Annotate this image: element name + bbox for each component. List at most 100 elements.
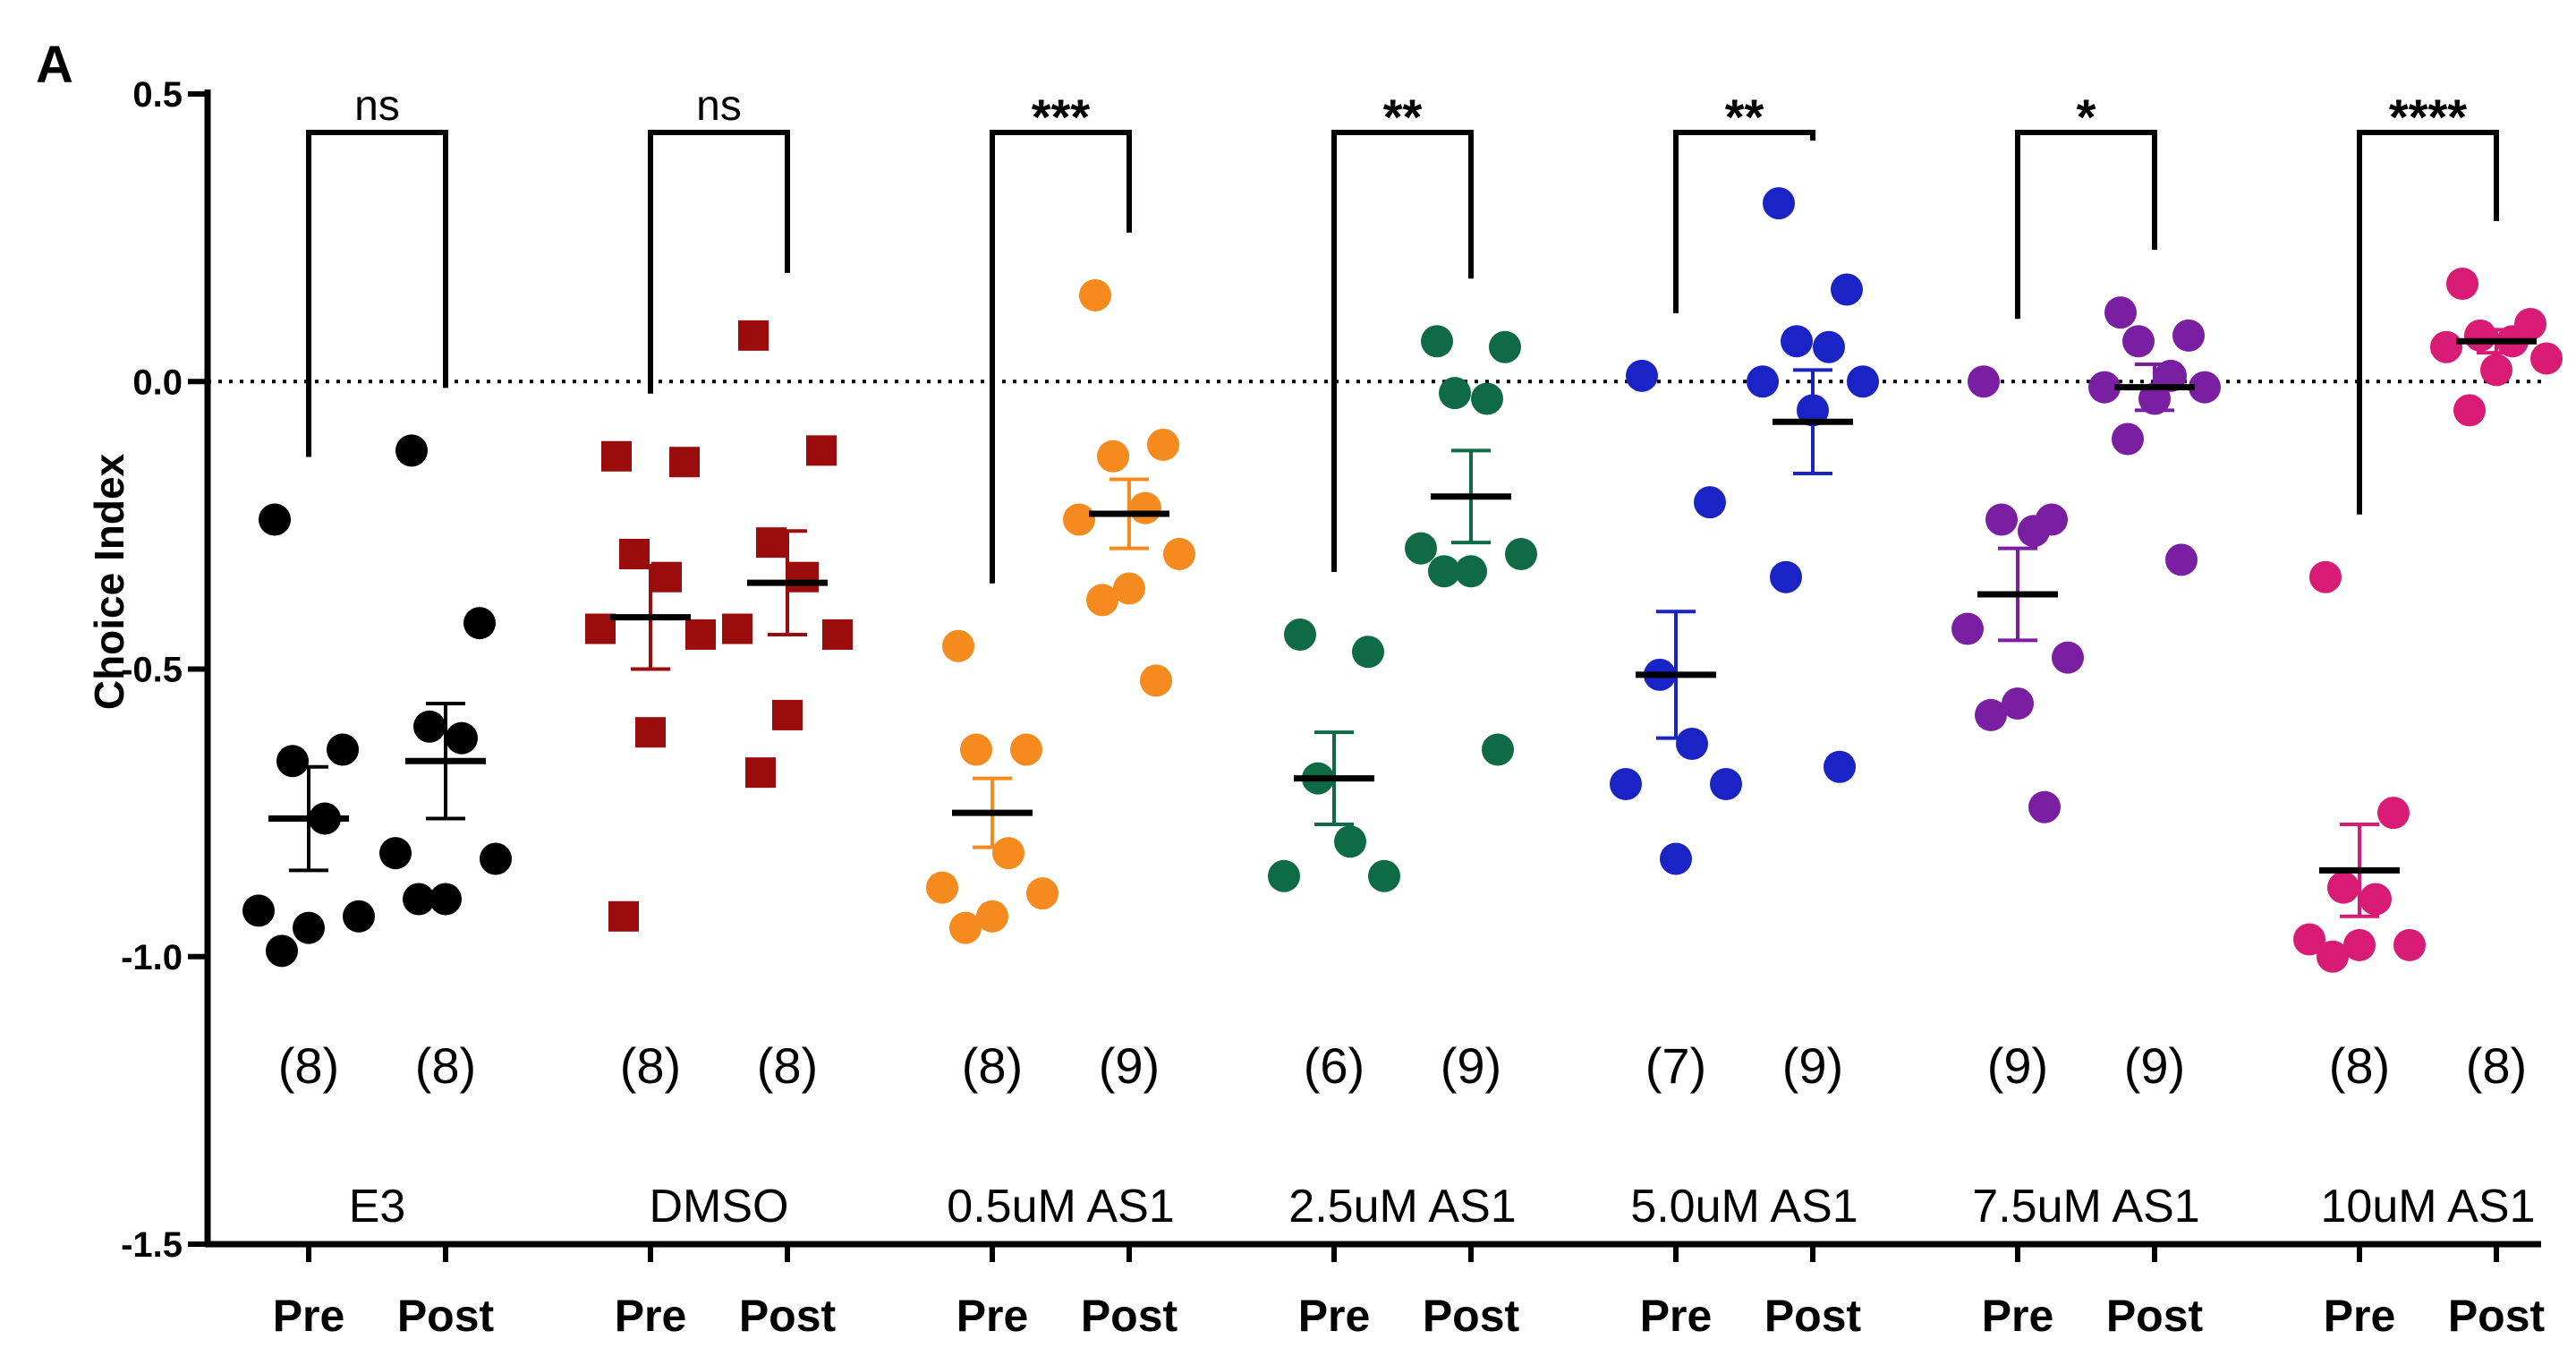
significance-bracket: [1673, 130, 1815, 313]
post-data-point: [722, 613, 752, 644]
pre-data-point: [976, 900, 1008, 933]
pre-data-point: [1626, 359, 1658, 392]
post-data-point: [772, 699, 803, 730]
pre-x-label: Pre: [956, 1291, 1029, 1341]
pre-data-point: [1676, 728, 1708, 761]
post-data-point: [1489, 330, 1521, 363]
pre-data-point: [2293, 923, 2325, 956]
post-data-point: [2446, 268, 2478, 301]
pre-data-point: [2018, 515, 2050, 548]
pre-data-point: [2002, 687, 2034, 721]
group-5-0um-as1: ** 5.0uM AS1 (7) Pre (9) Post: [1610, 89, 1879, 1341]
post-x-label: Post: [397, 1291, 495, 1341]
post-data-point: [1140, 664, 1172, 697]
pre-data-point: [1710, 768, 1742, 800]
significance-label: **: [1383, 89, 1423, 145]
pre-data-point: [1694, 486, 1726, 519]
pre-data-point: [1985, 503, 2018, 536]
pre-data-point: [1026, 877, 1058, 910]
post-data-point: [379, 837, 412, 870]
pre-n-label: (8): [962, 1037, 1023, 1094]
pre-data-point: [2393, 928, 2426, 961]
post-data-point: [2172, 319, 2205, 352]
pre-data-point: [2343, 928, 2376, 961]
pre-data-point: [1334, 825, 1366, 858]
pre-x-label: Pre: [2324, 1291, 2396, 1341]
panel-letter: A: [36, 36, 73, 94]
post-data-point: [1482, 733, 1514, 766]
pre-data-point: [2028, 790, 2061, 823]
pre-data-point: [960, 733, 992, 766]
post-data-point: [1439, 377, 1471, 410]
group-2-5um-as1: ** 2.5uM AS1 (6) Pre (9) Post: [1268, 89, 1537, 1341]
group-e3: ns E3 (8) Pre (8) Post: [242, 82, 512, 1341]
significance-bracket: [1331, 130, 1474, 572]
significance-bracket: [2357, 130, 2499, 515]
pre-data-point: [1660, 842, 1692, 875]
post-data-point: [1147, 428, 1179, 461]
post-data-point: [2104, 296, 2137, 329]
pre-x-label: Pre: [1982, 1291, 2054, 1341]
post-x-label: Post: [739, 1291, 837, 1341]
post-data-point: [2112, 422, 2144, 456]
pre-x-label: Pre: [273, 1291, 345, 1341]
post-data-point: [788, 561, 819, 593]
group-label: 2.5uM AS1: [1288, 1181, 1516, 1233]
post-data-point: [1455, 555, 1487, 588]
pre-data-point: [1010, 733, 1042, 766]
post-n-label: (8): [2466, 1037, 2527, 1094]
post-data-point: [429, 883, 462, 916]
pre-data-point: [1975, 698, 2007, 731]
group-label: E3: [349, 1181, 406, 1233]
post-data-point: [1097, 439, 1129, 473]
pre-data-point: [1268, 859, 1300, 892]
post-data-point: [1428, 555, 1460, 588]
significance-label: *: [2077, 89, 2096, 145]
group-label: 10uM AS1: [2321, 1181, 2536, 1233]
group-label: DMSO: [650, 1181, 789, 1233]
pre-n-label: (7): [1645, 1037, 1706, 1094]
group-label: 5.0uM AS1: [1630, 1181, 1858, 1233]
pre-data-point: [601, 440, 632, 472]
pre-data-point: [1610, 768, 1642, 800]
post-x-label: Post: [2448, 1291, 2546, 1341]
pre-data-point: [2327, 871, 2359, 904]
significance-bracket: [306, 130, 448, 457]
post-x-label: Post: [2106, 1291, 2204, 1341]
post-data-point: [806, 435, 837, 466]
post-data-point: [1163, 538, 1195, 570]
pre-data-point: [1968, 365, 2000, 398]
significance-label: ns: [354, 82, 400, 130]
post-n-label: (9): [2124, 1037, 2185, 1094]
pre-x-label: Pre: [615, 1291, 687, 1341]
post-n-label: (9): [1441, 1037, 1501, 1094]
post-data-point: [2464, 319, 2496, 352]
pre-data-point: [276, 745, 309, 778]
post-data-point: [463, 607, 496, 640]
post-x-label: Post: [1081, 1291, 1178, 1341]
pre-data-point: [2359, 883, 2392, 916]
groups: nsE3(8)Pre(8)PostnsDMSO(8)Pre(8)Post***0…: [242, 82, 2563, 1341]
pre-data-point: [242, 894, 275, 927]
post-data-point: [1763, 187, 1795, 220]
pre-data-point: [992, 837, 1024, 870]
post-data-point: [745, 757, 776, 789]
pre-n-label: (8): [620, 1037, 681, 1094]
post-data-point: [1086, 584, 1118, 617]
group-0-5um-as1: *** 0.5uM AS1 (8) Pre (9) Post: [926, 89, 1195, 1341]
post-data-point: [1063, 503, 1095, 536]
significance-bracket: [990, 130, 1132, 584]
pre-data-point: [259, 503, 291, 536]
significance-label: ns: [696, 82, 742, 130]
post-data-point: [395, 434, 428, 467]
y-tick-label: -1.0: [121, 938, 183, 977]
post-data-point: [2088, 371, 2121, 404]
pre-data-point: [1284, 618, 1316, 651]
pre-data-point: [926, 871, 958, 904]
pre-data-point: [327, 733, 359, 766]
pre-data-point: [2309, 560, 2342, 593]
pre-data-point: [685, 619, 716, 650]
post-data-point: [1505, 538, 1537, 570]
post-data-point: [1079, 278, 1111, 311]
post-data-point: [1831, 273, 1863, 306]
